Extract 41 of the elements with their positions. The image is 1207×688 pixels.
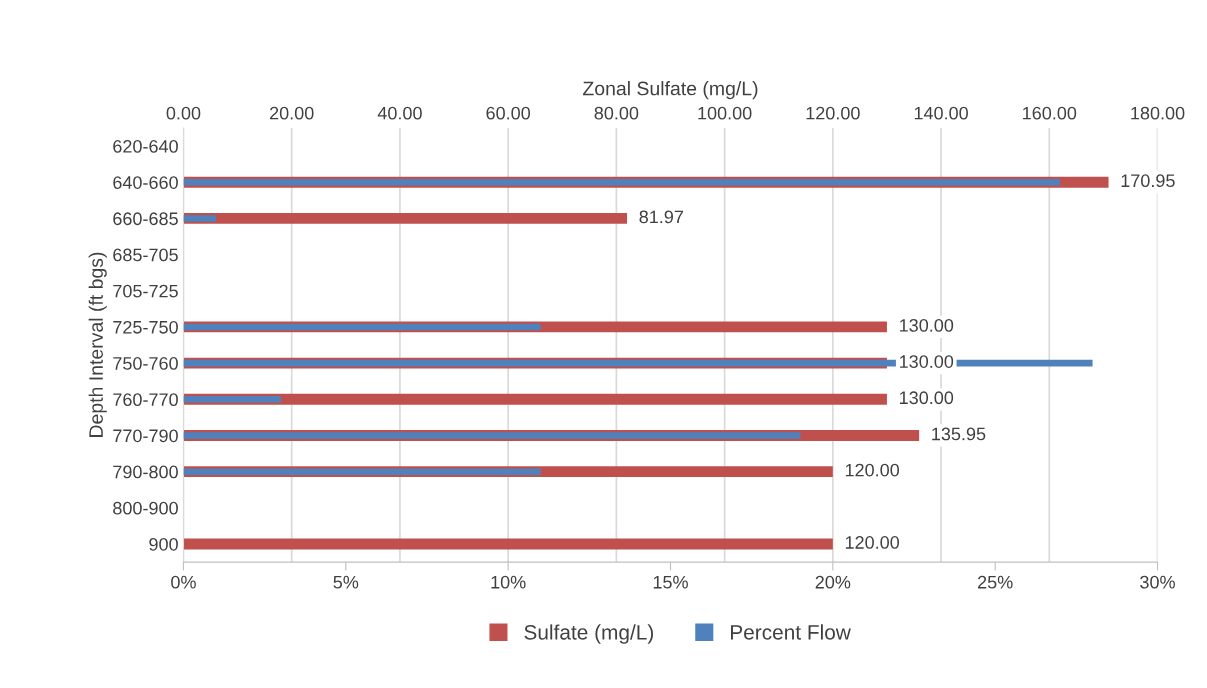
data-label: 130.00 xyxy=(900,391,954,405)
data-label: 120.00 xyxy=(845,536,900,549)
data-label: 135.95 xyxy=(932,427,986,441)
y-tick-label: 750-760 xyxy=(113,357,178,370)
y-tick-label: 705-725 xyxy=(113,284,178,298)
data-label: 170.95 xyxy=(1121,174,1175,188)
y-tick-label: 725-750 xyxy=(113,320,178,334)
x2-tick-label: 180.00 xyxy=(1131,106,1185,120)
data-label: 81.97 xyxy=(639,210,683,224)
x2-tick-label: 0.00 xyxy=(166,106,201,120)
y-tick-label: 790-800 xyxy=(113,465,178,479)
y-tick-label: 685-705 xyxy=(113,248,178,262)
y-tick-label: 640-660 xyxy=(113,176,178,189)
y-tick-label: 770-790 xyxy=(113,429,178,443)
x2-tick-label: 160.00 xyxy=(1023,106,1077,120)
data-label: 120.00 xyxy=(845,463,900,477)
legend-label: Percent Flow xyxy=(731,624,851,640)
x-tick-label: 20% xyxy=(815,575,851,589)
y-axis-title: Depth Interval (ft bgs) xyxy=(88,252,107,437)
legend-label: Sulfate (mg/L) xyxy=(524,624,653,644)
x2-tick-label: 20.00 xyxy=(270,106,314,120)
x2-axis-title: Zonal Sulfate (mg/L) xyxy=(583,81,758,100)
y-tick-label: 760-770 xyxy=(113,393,178,407)
x2-tick-label: 100.00 xyxy=(698,106,752,120)
x2-tick-label: 80.00 xyxy=(594,106,639,120)
y-tick-label: 800-900 xyxy=(113,501,178,515)
y-tick-label: 620-640 xyxy=(113,139,178,153)
x-tick-label: 10% xyxy=(491,575,526,589)
x2-tick-label: 140.00 xyxy=(914,106,968,120)
y-tick-label: 900 xyxy=(149,537,178,551)
x-tick-label: 5% xyxy=(333,575,359,589)
x-tick-label: 25% xyxy=(978,575,1013,589)
y-tick-label: 660-685 xyxy=(113,212,178,226)
x2-tick-label: 40.00 xyxy=(377,106,422,120)
x-tick-label: 15% xyxy=(653,575,688,589)
x2-tick-label: 60.00 xyxy=(486,106,531,120)
data-label: 130.00 xyxy=(900,319,954,332)
x2-tick-label: 120.00 xyxy=(806,106,860,120)
x-tick-label: 30% xyxy=(1140,575,1175,589)
data-label: 130.00 xyxy=(900,355,954,368)
x-tick-label: 0% xyxy=(171,575,196,589)
